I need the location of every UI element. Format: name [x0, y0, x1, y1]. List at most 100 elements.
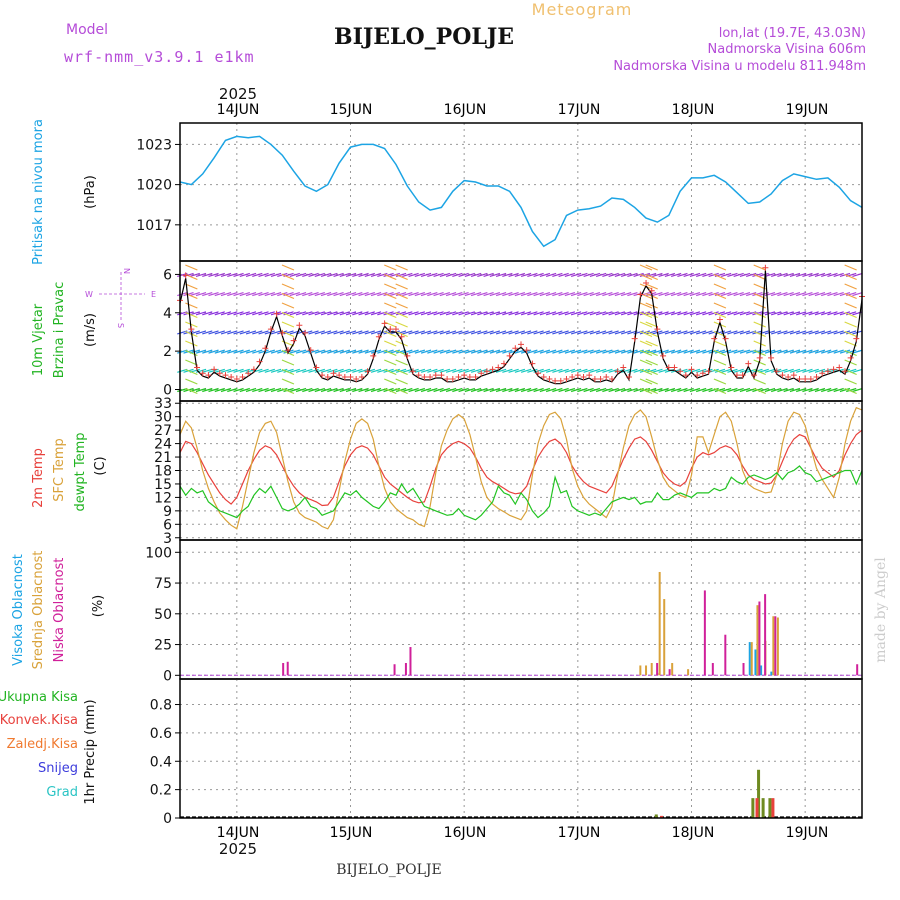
wind-barb [339, 349, 350, 354]
wind-barb [702, 330, 713, 335]
panel-frame [179, 678, 863, 819]
wind-gust-marker [648, 287, 655, 294]
wind-barb [395, 368, 408, 376]
wind-barb [614, 387, 626, 393]
wind-barb [589, 349, 601, 354]
wind-barb [753, 368, 766, 376]
wind-barb [633, 349, 644, 354]
wind-barb [677, 387, 688, 393]
wind-barb [185, 378, 198, 385]
wind-barb [502, 272, 513, 277]
wind-barb [258, 311, 269, 316]
wind-barb [727, 387, 738, 393]
wind-gust-marker [495, 364, 502, 371]
wind-barb [733, 330, 744, 335]
wind-barb [414, 292, 426, 297]
wind-barb [252, 387, 263, 393]
y-tick-label: 0 [163, 382, 172, 398]
wind-barb [427, 368, 438, 373]
wind-barb [683, 349, 694, 354]
wind-barb [844, 349, 857, 357]
wind-barb [695, 330, 707, 335]
wind-barb [514, 292, 526, 297]
model-elevation-label: Nadmorska Visina u modelu 811.948m [613, 59, 866, 74]
wind-barb [395, 283, 408, 290]
wind-barb [846, 368, 857, 373]
wind-barb [384, 292, 397, 300]
wind-barb [789, 272, 801, 277]
wind-barb [470, 272, 482, 277]
wind-barb [352, 330, 363, 335]
wind-barb [489, 330, 501, 335]
wind-barb [570, 292, 582, 297]
wind-barb [220, 387, 232, 393]
x-tick-label: 15JUN [330, 825, 373, 841]
wind-barb [239, 272, 250, 277]
wind-barb [308, 330, 319, 335]
wind-barb [720, 272, 732, 277]
wind-barb [527, 368, 538, 373]
wind-barb [520, 292, 532, 297]
wind-barb [252, 349, 263, 354]
wind-barb [358, 292, 369, 297]
wind-gust-marker [682, 372, 689, 379]
wind-gust-marker [535, 370, 542, 377]
wind-barb [281, 387, 295, 395]
y-tick-label: 1023 [136, 137, 172, 153]
wind-barb [670, 349, 682, 354]
wind-barb [327, 368, 338, 373]
wind-barb [564, 292, 576, 297]
wind-barb [189, 272, 200, 277]
wind-barb [502, 292, 513, 297]
wind-gust-marker [370, 352, 377, 359]
wind-barb [708, 368, 719, 373]
wind-barb [489, 272, 501, 277]
wind-barb [753, 302, 766, 309]
wind-barb [333, 272, 344, 277]
wind-barb [645, 359, 658, 366]
wind-barb [233, 368, 244, 373]
wind-barb [320, 330, 332, 335]
wind-gust-marker [472, 374, 479, 381]
wind-barb [708, 349, 719, 354]
wind-barb [753, 378, 766, 385]
wind-barb [552, 330, 563, 335]
wind-gust-marker [586, 372, 593, 379]
y-tick-label: 0.4 [150, 754, 172, 770]
wind-barb [708, 272, 719, 277]
wind-barb [833, 272, 844, 277]
wind-barb [214, 272, 225, 277]
wind-barb [583, 349, 594, 354]
wind-barb [645, 368, 658, 376]
wind-barb [558, 349, 569, 354]
wind-barb [308, 272, 319, 277]
wind-barb [589, 311, 601, 316]
wind-gust-marker [262, 345, 269, 352]
cloud-bar [658, 571, 661, 676]
wind-barb [327, 272, 338, 277]
wind-barb [614, 349, 626, 354]
wind-barb [670, 311, 682, 316]
y-tick-label: 0.8 [150, 698, 172, 714]
precip-bar [654, 814, 658, 818]
wind-barb [185, 359, 198, 366]
wind-barb [827, 292, 838, 297]
wind-barb [753, 387, 766, 395]
cloud-bar [711, 663, 714, 676]
wind-barb [713, 340, 727, 347]
wind-barb [739, 349, 751, 354]
wind-gust-marker [427, 374, 434, 381]
wind-barb [802, 330, 813, 335]
wind-barb [327, 349, 338, 354]
wind-barb [320, 349, 332, 354]
wind-barb [739, 387, 751, 393]
wind-barb [439, 311, 451, 316]
wind-gust-marker [273, 310, 280, 317]
wind-barb [227, 368, 238, 373]
wind-barb [727, 272, 738, 277]
wind-barb [827, 387, 838, 393]
wind-barb [689, 292, 701, 297]
wind-barb [808, 330, 819, 335]
elevation-label: Nadmorska Visina 606m [708, 42, 867, 57]
wind-barb [470, 311, 482, 316]
